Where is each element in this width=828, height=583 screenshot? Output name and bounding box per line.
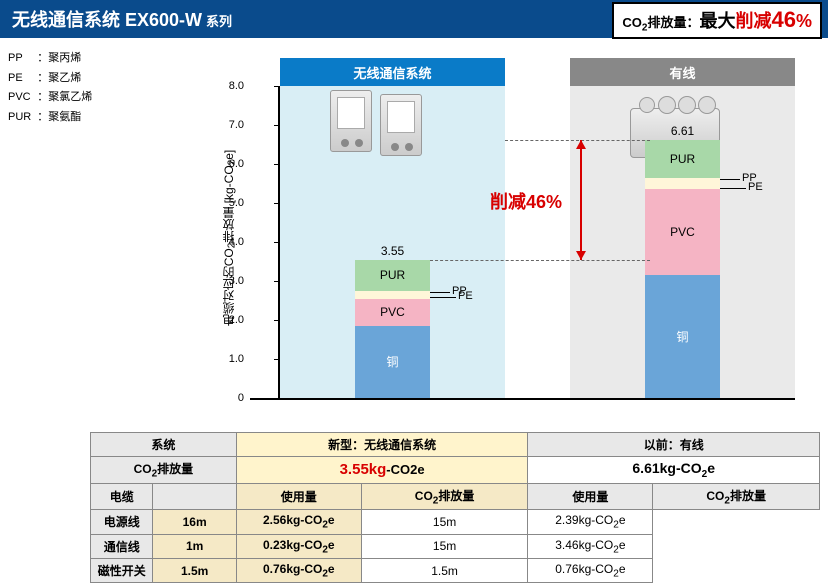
table-co2-label: CO2排放量 bbox=[91, 457, 237, 484]
table-row-name: 磁性开关 bbox=[91, 558, 153, 582]
co2-badge: CO2排放量：最大削减46% bbox=[612, 2, 822, 39]
bar-wireless-value: 3.55 bbox=[355, 244, 430, 258]
bar-segment bbox=[355, 291, 430, 299]
table-row-name: 通信线 bbox=[91, 534, 153, 558]
legend-code: PE bbox=[8, 70, 35, 88]
table-old-header: 以前：有线 bbox=[528, 433, 820, 457]
dash-line bbox=[430, 260, 650, 261]
table-co2-new: 3.55kg-CO2e bbox=[236, 457, 528, 484]
title-main: 无线通信系统 EX600-W bbox=[12, 6, 202, 32]
table-row-name: 电源线 bbox=[91, 510, 153, 534]
chart-header-wired: 有线 bbox=[570, 58, 795, 87]
callout-label: PE bbox=[748, 181, 763, 193]
bar-segment: 铜 bbox=[645, 275, 720, 398]
data-table: 系统 新型：无线通信系统 以前：有线 CO2排放量 3.55kg-CO2e 6.… bbox=[90, 432, 820, 583]
x-axis-line bbox=[250, 398, 795, 400]
bar-segment: PVC bbox=[355, 299, 430, 326]
chart-header-wireless: 无线通信系统 bbox=[280, 58, 505, 87]
table-system-label: 系统 bbox=[91, 433, 237, 457]
title-sub: 系列 bbox=[206, 11, 232, 30]
table-co2-old: 6.61kg-CO2e bbox=[528, 457, 820, 484]
co2-chart: 无线通信系统 有线 01.02.03.04.05.06.07.08.0 电缆对应… bbox=[190, 58, 810, 428]
bar-segment: PVC bbox=[645, 189, 720, 275]
legend-name: ：聚氯乙烯 bbox=[37, 89, 92, 107]
legend-name: ：聚乙烯 bbox=[37, 70, 92, 88]
legend-code: PP bbox=[8, 50, 35, 68]
callout-label: PE bbox=[458, 290, 473, 302]
legend-code: PVC bbox=[8, 89, 35, 107]
bar-segment bbox=[645, 178, 720, 190]
reduction-arrow bbox=[580, 140, 582, 259]
y-axis-label: 电缆对应的CO2排放量 [kg-CO2e] bbox=[220, 150, 237, 326]
legend-code: PUR bbox=[8, 109, 35, 127]
legend-name: ：聚氨酯 bbox=[37, 109, 92, 127]
table-new-header: 新型：无线通信系统 bbox=[236, 433, 528, 457]
bar-wired-value: 6.61 bbox=[645, 124, 720, 138]
y-axis-line bbox=[278, 86, 280, 400]
material-legend: PP：聚丙烯PE：聚乙烯PVC：聚氯乙烯PUR：聚氨酯 bbox=[6, 48, 94, 128]
bar-segment: 铜 bbox=[355, 326, 430, 398]
legend-name: ：聚丙烯 bbox=[37, 50, 92, 68]
table-cable-label: 电缆 bbox=[91, 483, 153, 509]
bar-segment: PUR bbox=[355, 260, 430, 291]
bar-wireless: 铜PVC PUR bbox=[355, 86, 430, 398]
bar-segment: PUR bbox=[645, 140, 720, 177]
reduction-label: 削减46% bbox=[490, 188, 562, 214]
